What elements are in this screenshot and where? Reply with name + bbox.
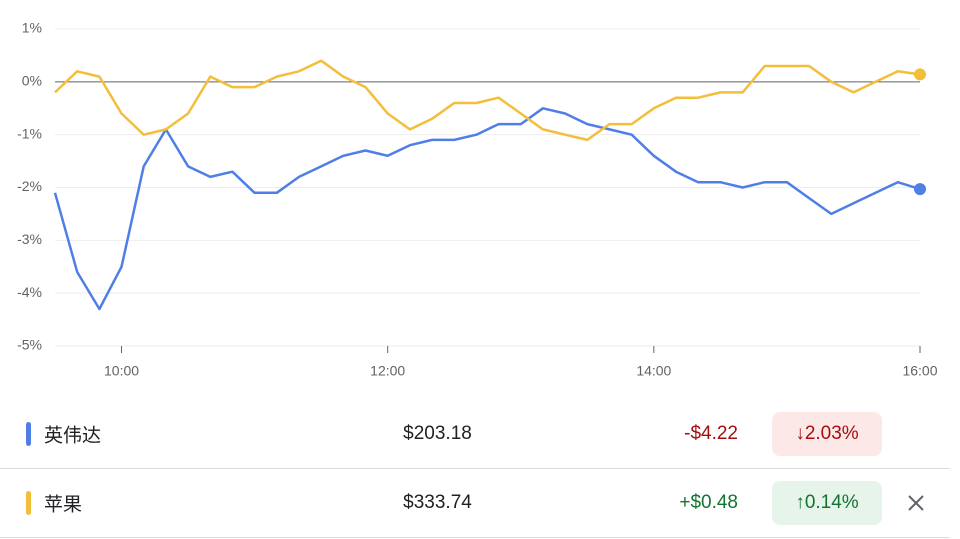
legend-swatch <box>26 491 31 515</box>
stock-price: $333.74 <box>403 492 472 513</box>
y-tick-label: 1% <box>22 20 42 36</box>
series-line <box>54 59 921 142</box>
x-tick-label: 16:00 <box>902 363 937 379</box>
stock-name: 英伟达 <box>44 425 102 447</box>
x-tick-label: 10:00 <box>104 363 139 379</box>
percent-change: ↑0.14% <box>772 481 882 525</box>
y-tick-label: 0% <box>22 73 42 89</box>
stock-row[interactable]: 苹果 $333.74 +$0.48 ↑0.14% <box>0 469 950 538</box>
y-tick-label: -1% <box>17 125 42 141</box>
y-tick-label: -4% <box>17 284 42 300</box>
x-tick-label: 14:00 <box>636 363 671 379</box>
remove-button[interactable] <box>904 491 928 515</box>
y-tick-label: -5% <box>17 337 42 353</box>
stock-name: 苹果 <box>44 494 83 516</box>
price-change: -$4.22 <box>684 423 738 444</box>
chart: 1% 0% -1% -2% -3% -4% -5% 10:00 12:00 14:00 16:00 <box>17 20 938 379</box>
legend-swatch <box>26 422 31 446</box>
stock-price: $203.18 <box>403 423 472 444</box>
y-tick-label: -3% <box>17 231 42 247</box>
stock-row[interactable]: 英伟达 $203.18 -$4.22 ↓2.03% <box>0 400 950 469</box>
y-tick-label: -2% <box>17 178 42 194</box>
percent-change: ↓2.03% <box>772 412 882 456</box>
end-point <box>914 68 926 81</box>
x-tick-label: 12:00 <box>370 363 405 379</box>
price-change: +$0.48 <box>679 492 738 513</box>
series-line <box>53 107 921 311</box>
end-point <box>914 183 926 196</box>
